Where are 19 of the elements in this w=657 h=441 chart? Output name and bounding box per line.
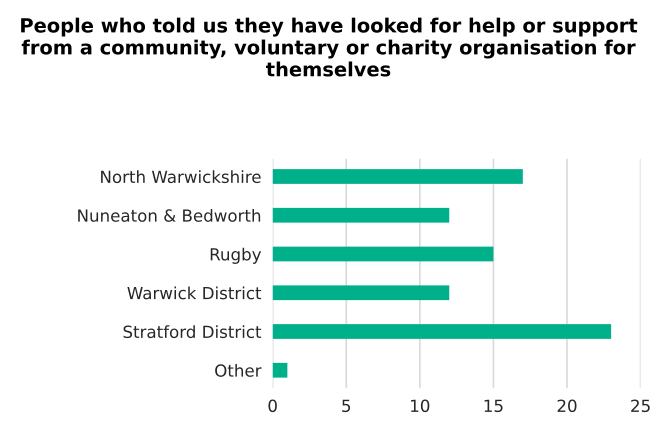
y-tick-label: Other bbox=[215, 364, 262, 377]
x-tick-label: 10 bbox=[411, 399, 430, 412]
x-tick-label: 5 bbox=[342, 400, 350, 412]
x-tick-label: 20 bbox=[558, 399, 576, 412]
bar bbox=[272, 246, 494, 262]
y-tick-label: Rugby bbox=[210, 248, 262, 264]
bar bbox=[272, 285, 450, 300]
bar bbox=[272, 362, 288, 378]
chart-title: People who told us they have looked for help or support from a community, voluntary or charity organisation for themselves bbox=[21, 18, 638, 77]
y-tick-label: Nuneaton & Bedworth bbox=[78, 208, 260, 222]
bar bbox=[272, 169, 523, 184]
x-tick-label: 15 bbox=[484, 400, 503, 412]
bar bbox=[272, 324, 612, 339]
x-tick-label: 0 bbox=[268, 399, 277, 412]
y-tick-label: Stratford District bbox=[124, 325, 262, 338]
bar bbox=[272, 208, 450, 223]
y-tick-label: North Warwickshire bbox=[101, 170, 261, 184]
x-tick-label: 25 bbox=[631, 399, 650, 412]
y-tick-label: Warwick District bbox=[127, 286, 262, 300]
